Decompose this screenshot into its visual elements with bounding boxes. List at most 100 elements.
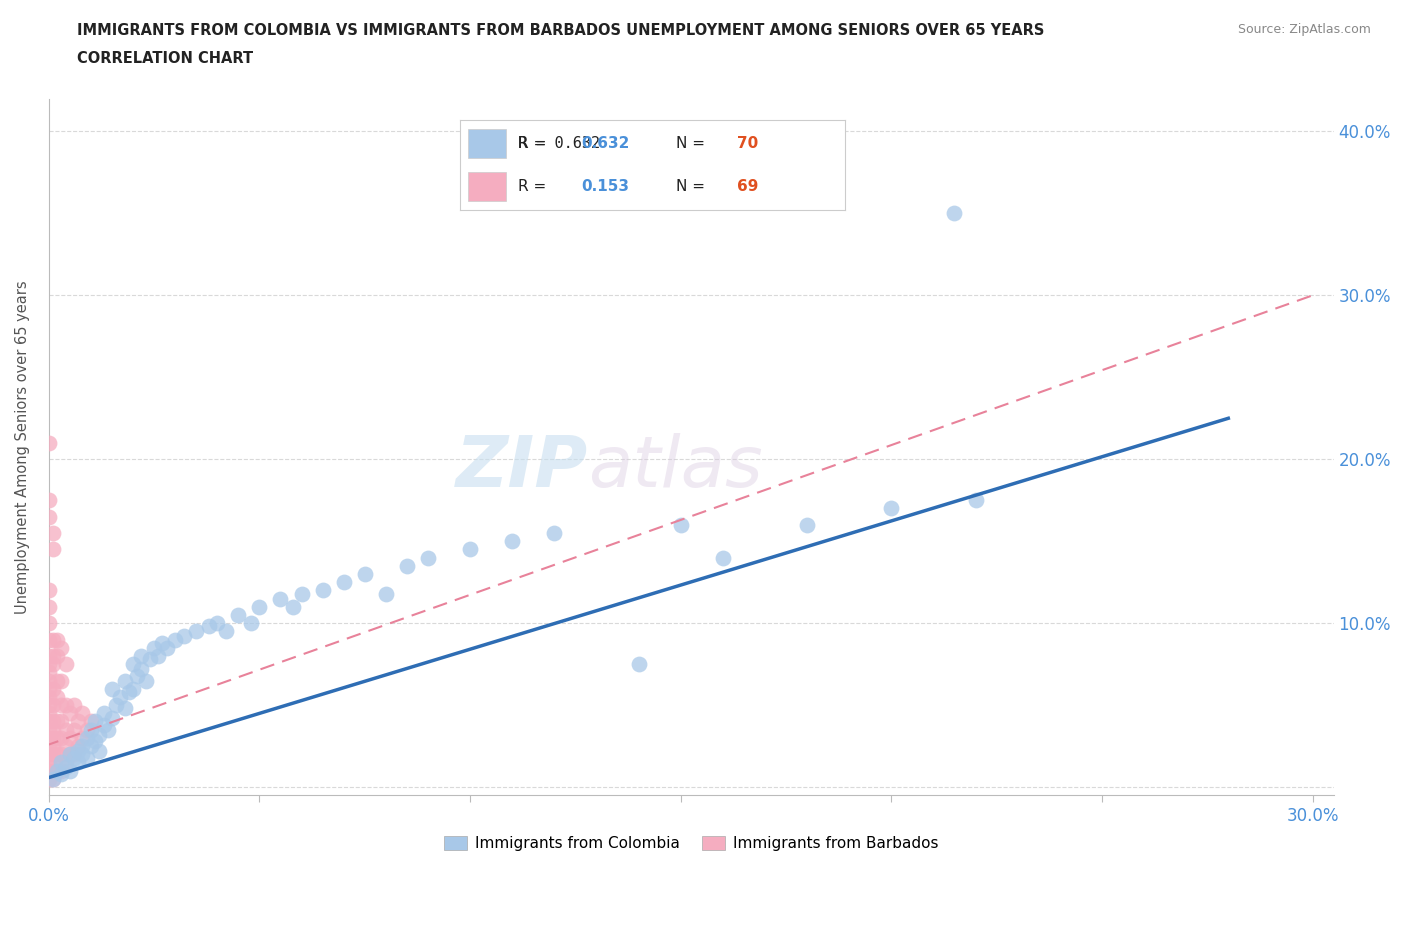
Point bbox=[51, 730, 73, 745]
Point bbox=[880, 501, 903, 516]
Point bbox=[42, 771, 65, 786]
Point bbox=[76, 730, 98, 745]
Point bbox=[38, 599, 60, 614]
Point bbox=[627, 657, 650, 671]
Point bbox=[165, 632, 187, 647]
Point bbox=[105, 698, 128, 712]
Point bbox=[374, 586, 396, 601]
Point bbox=[51, 755, 73, 770]
Y-axis label: Unemployment Among Seniors over 65 years: Unemployment Among Seniors over 65 years bbox=[15, 280, 30, 614]
Point bbox=[46, 764, 69, 778]
Point bbox=[38, 632, 60, 647]
Point bbox=[89, 744, 111, 759]
Point bbox=[38, 648, 60, 663]
Point bbox=[46, 714, 69, 729]
Text: IMMIGRANTS FROM COLOMBIA VS IMMIGRANTS FROM BARBADOS UNEMPLOYMENT AMONG SENIORS : IMMIGRANTS FROM COLOMBIA VS IMMIGRANTS F… bbox=[77, 23, 1045, 38]
Point bbox=[38, 510, 60, 525]
Point bbox=[42, 525, 65, 540]
Point bbox=[152, 635, 174, 650]
Point bbox=[38, 673, 60, 688]
Point bbox=[42, 764, 65, 778]
Point bbox=[55, 738, 77, 753]
Point bbox=[42, 771, 65, 786]
Point bbox=[55, 698, 77, 712]
Point bbox=[42, 682, 65, 697]
Point bbox=[114, 701, 136, 716]
Point bbox=[796, 517, 818, 532]
Point bbox=[42, 755, 65, 770]
Point bbox=[51, 766, 73, 781]
Point bbox=[281, 599, 304, 614]
Point bbox=[458, 542, 481, 557]
Point bbox=[38, 764, 60, 778]
Point bbox=[97, 723, 120, 737]
Point bbox=[46, 730, 69, 745]
Point bbox=[93, 717, 115, 732]
Point bbox=[101, 711, 124, 725]
Point bbox=[38, 738, 60, 753]
Point bbox=[42, 747, 65, 762]
Point bbox=[669, 517, 692, 532]
Point bbox=[42, 542, 65, 557]
Point bbox=[80, 723, 103, 737]
Point bbox=[46, 764, 69, 778]
Point bbox=[711, 551, 734, 565]
Point bbox=[42, 657, 65, 671]
Point bbox=[80, 738, 103, 753]
Point bbox=[353, 566, 375, 581]
Point bbox=[93, 706, 115, 721]
Point bbox=[38, 689, 60, 704]
Point bbox=[122, 657, 145, 671]
Point bbox=[42, 698, 65, 712]
Point bbox=[38, 755, 60, 770]
Point bbox=[173, 629, 195, 644]
Point bbox=[72, 747, 94, 762]
Point bbox=[38, 698, 60, 712]
Point bbox=[51, 764, 73, 778]
Point bbox=[72, 730, 94, 745]
Text: atlas: atlas bbox=[588, 433, 763, 502]
Point bbox=[46, 632, 69, 647]
Point bbox=[46, 648, 69, 663]
Point bbox=[76, 751, 98, 765]
Point bbox=[127, 668, 149, 683]
Legend: Immigrants from Colombia, Immigrants from Barbados: Immigrants from Colombia, Immigrants fro… bbox=[437, 830, 945, 857]
Point bbox=[122, 682, 145, 697]
Point bbox=[110, 689, 132, 704]
Point bbox=[965, 493, 987, 508]
Point bbox=[72, 706, 94, 721]
Point bbox=[38, 682, 60, 697]
Point bbox=[38, 657, 60, 671]
Point bbox=[59, 747, 82, 762]
Point bbox=[311, 583, 333, 598]
Point bbox=[38, 583, 60, 598]
Point bbox=[51, 714, 73, 729]
Point bbox=[63, 751, 86, 765]
Point bbox=[89, 727, 111, 742]
Point bbox=[67, 738, 90, 753]
Point bbox=[148, 648, 170, 663]
Point bbox=[38, 493, 60, 508]
Point bbox=[207, 616, 229, 631]
Point bbox=[51, 640, 73, 655]
Point bbox=[76, 723, 98, 737]
Point bbox=[38, 730, 60, 745]
Point bbox=[395, 558, 418, 573]
Point bbox=[46, 747, 69, 762]
Point bbox=[543, 525, 565, 540]
Point bbox=[38, 714, 60, 729]
Point bbox=[59, 706, 82, 721]
Point bbox=[55, 723, 77, 737]
Point bbox=[67, 755, 90, 770]
Point bbox=[59, 730, 82, 745]
Text: ZIP: ZIP bbox=[456, 433, 588, 502]
Point bbox=[332, 575, 354, 590]
Point bbox=[38, 665, 60, 680]
Point bbox=[42, 648, 65, 663]
Text: CORRELATION CHART: CORRELATION CHART bbox=[77, 51, 253, 66]
Point bbox=[38, 706, 60, 721]
Point bbox=[501, 534, 523, 549]
Point bbox=[290, 586, 312, 601]
Point bbox=[135, 673, 157, 688]
Point bbox=[63, 747, 86, 762]
